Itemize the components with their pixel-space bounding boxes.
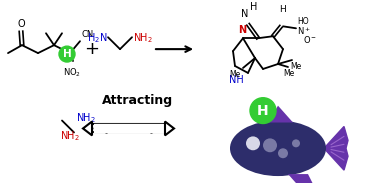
Text: H: H bbox=[63, 49, 71, 59]
Text: N$^+$: N$^+$ bbox=[297, 25, 311, 37]
Text: Attracting: Attracting bbox=[102, 94, 174, 107]
Text: NH: NH bbox=[229, 75, 243, 85]
Polygon shape bbox=[288, 174, 313, 183]
Text: CN: CN bbox=[81, 30, 93, 39]
Circle shape bbox=[278, 148, 288, 158]
Text: NH$_2$: NH$_2$ bbox=[60, 130, 80, 143]
Polygon shape bbox=[324, 126, 348, 170]
Text: O$^-$: O$^-$ bbox=[303, 34, 317, 45]
Text: H$_2$N: H$_2$N bbox=[87, 31, 107, 45]
Circle shape bbox=[250, 98, 276, 124]
Text: Me: Me bbox=[283, 69, 294, 78]
Text: N: N bbox=[238, 25, 246, 35]
Text: H: H bbox=[280, 5, 287, 14]
Polygon shape bbox=[165, 122, 174, 135]
Text: N: N bbox=[241, 9, 249, 19]
Text: O: O bbox=[17, 19, 25, 29]
Text: H: H bbox=[250, 2, 258, 12]
Circle shape bbox=[292, 139, 300, 147]
Text: Me: Me bbox=[230, 70, 241, 79]
Text: HO: HO bbox=[297, 17, 308, 26]
Text: H: H bbox=[257, 104, 269, 118]
Text: NO$_2$: NO$_2$ bbox=[63, 67, 81, 79]
Text: Me: Me bbox=[290, 62, 301, 71]
Text: NH$_2$: NH$_2$ bbox=[133, 31, 153, 45]
Text: +: + bbox=[85, 40, 99, 58]
Text: NH$_2$: NH$_2$ bbox=[76, 112, 96, 125]
Circle shape bbox=[246, 136, 260, 150]
Ellipse shape bbox=[230, 121, 326, 176]
Polygon shape bbox=[268, 106, 293, 122]
Circle shape bbox=[59, 46, 75, 62]
Polygon shape bbox=[83, 122, 92, 135]
Circle shape bbox=[263, 138, 277, 152]
